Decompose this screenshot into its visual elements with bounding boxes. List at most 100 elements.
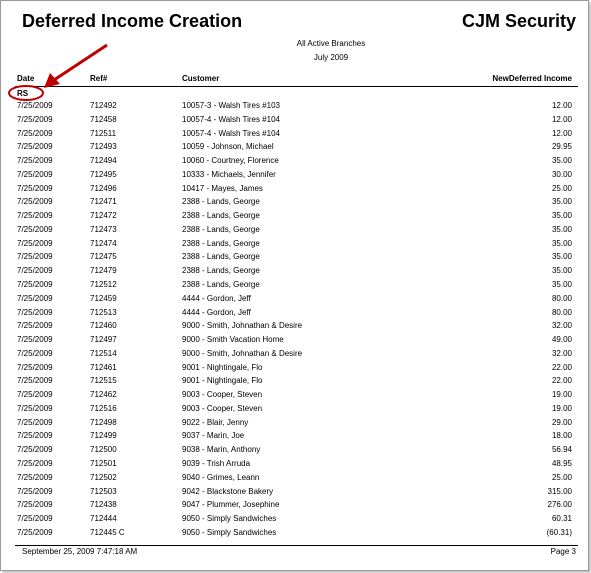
table-cell: 4444 - Gordon, Jeff: [182, 293, 251, 303]
header-rule: [15, 86, 578, 87]
table-cell: 80.00: [551, 307, 572, 317]
table-cell: 49.00: [551, 335, 572, 345]
table-cell: 712514: [90, 348, 117, 358]
table-cell: 7/25/2009: [17, 280, 53, 289]
table-cell: 7/25/2009: [17, 211, 53, 221]
table-cell: 7/25/2009: [17, 390, 53, 400]
table-cell: 12.00: [551, 114, 572, 124]
table-cell: 712459: [90, 293, 117, 303]
table-cell: 7/25/2009: [17, 514, 53, 524]
table-cell: 712460: [90, 321, 117, 331]
report-subtitle: All Active Branches: [296, 39, 366, 48]
table-cell: 35.00: [551, 156, 572, 166]
table-cell: 712475: [90, 252, 117, 262]
table-cell: 9047 - Plummer, Josephine: [182, 500, 280, 510]
table-cell: 315.00: [547, 486, 572, 496]
table-cell: 2388 - Lands, George: [182, 280, 260, 289]
table-cell: 7/25/2009: [17, 183, 53, 193]
table-cell: 712474: [90, 238, 117, 248]
table-cell: 7/25/2009: [17, 362, 53, 372]
table-cell: 2388 - Lands, George: [182, 252, 260, 262]
table-cell: 12.00: [551, 128, 572, 138]
table-cell: 7/25/2009: [17, 321, 53, 331]
column-header: NewDeferred Income: [492, 74, 572, 83]
table-cell: 7/25/2009: [17, 472, 53, 482]
table-cell: 10057-4 - Walsh Tires #104: [182, 128, 280, 138]
table-cell: 712471: [90, 197, 117, 207]
table-cell: 9022 - Blair, Jenny: [182, 417, 249, 427]
report-period: July 2009: [313, 53, 349, 62]
table-cell: 9003 - Cooper, Steven: [182, 390, 263, 400]
table-cell: 19.00: [551, 390, 572, 400]
table-cell: 10059 - Johnson, Michael: [182, 142, 274, 152]
table-cell: 712462: [90, 390, 117, 400]
table-cell: 712502: [90, 472, 117, 482]
table-cell: 35.00: [551, 197, 572, 207]
table-cell: 7/25/2009: [17, 376, 53, 386]
table-cell: 712516: [90, 403, 117, 413]
table-cell: 35.00: [551, 252, 572, 262]
table-cell: 7/25/2009: [17, 348, 53, 358]
table-cell: 7/25/2009: [17, 197, 53, 207]
table-cell: 7/25/2009: [17, 431, 53, 441]
table-cell: 712445 C: [90, 527, 125, 537]
table-cell: 7/25/2009: [17, 486, 53, 496]
table-cell: 7/25/2009: [17, 266, 53, 276]
table-cell: 7/25/2009: [17, 114, 53, 124]
table-cell: 25.00: [551, 472, 572, 482]
table-cell: 2388 - Lands, George: [182, 238, 260, 248]
column-header: Date: [17, 74, 35, 83]
table-cell: 35.00: [551, 211, 572, 221]
table-cell: 712499: [90, 431, 117, 441]
table-cell: 35.00: [551, 280, 572, 289]
table-cell: 9042 - Blackstone Bakery: [182, 486, 274, 496]
table-cell: 10060 - Courtney, Florence: [182, 156, 279, 166]
table-cell: 9001 - Nightingale, Flo: [182, 362, 263, 372]
table-cell: 10057-3 - Walsh Tires #103: [182, 101, 280, 110]
table-cell: 9000 - Smith, Johnathan & Desire: [182, 348, 303, 358]
table-cell: 712496: [90, 183, 117, 193]
column-header: Customer: [182, 74, 220, 83]
table-cell: 60.31: [551, 514, 572, 524]
table-cell: 2388 - Lands, George: [182, 197, 260, 207]
table-cell: 35.00: [551, 266, 572, 276]
table-cell: 9050 - Simply Sandwiches: [182, 527, 277, 537]
table-cell: 35.00: [551, 238, 572, 248]
table-cell: 9000 - Smith Vacation Home: [182, 335, 284, 345]
table-cell: 712503: [90, 486, 117, 496]
table-cell: 712492: [90, 101, 117, 110]
table-cell: 29.00: [551, 417, 572, 427]
table-cell: 712512: [90, 280, 117, 289]
table-cell: 9003 - Cooper, Steven: [182, 403, 263, 413]
column-header: Ref#: [90, 74, 108, 83]
table-cell: 9000 - Smith, Johnathan & Desire: [182, 321, 303, 331]
table-cell: 712498: [90, 417, 117, 427]
table-cell: 712494: [90, 156, 117, 166]
table-cell: 32.00: [551, 348, 572, 358]
table-cell: 35.00: [551, 224, 572, 234]
table-cell: 712444: [90, 514, 117, 524]
table-cell: 7/25/2009: [17, 169, 53, 179]
table-cell: 712438: [90, 500, 117, 510]
table-cell: 712493: [90, 142, 117, 152]
footer-timestamp: September 25, 2009 7:47:18 AM: [22, 547, 138, 556]
table-cell: 7/25/2009: [17, 101, 53, 110]
table-cell: 712501: [90, 459, 117, 469]
table-cell: 7/25/2009: [17, 445, 53, 455]
table-cell: 7/25/2009: [17, 459, 53, 469]
table-cell: 7/25/2009: [17, 417, 53, 427]
table-cell: 712461: [90, 362, 117, 372]
table-cell: 10333 - Michaels, Jennifer: [182, 169, 276, 179]
table-cell: 9039 - Trish Arruda: [182, 459, 251, 469]
table-cell: 712473: [90, 224, 117, 234]
table-cell: 10057-4 - Walsh Tires #104: [182, 114, 280, 124]
table-cell: 712511: [90, 128, 117, 138]
table-cell: 712495: [90, 169, 117, 179]
table-cell: 7/25/2009: [17, 307, 53, 317]
footer-rule: [15, 545, 578, 546]
table-cell: 10417 - Mayes, James: [182, 183, 263, 193]
table-cell: 22.00: [551, 362, 572, 372]
table-cell: 29.95: [551, 142, 572, 152]
table-cell: 7/25/2009: [17, 156, 53, 166]
